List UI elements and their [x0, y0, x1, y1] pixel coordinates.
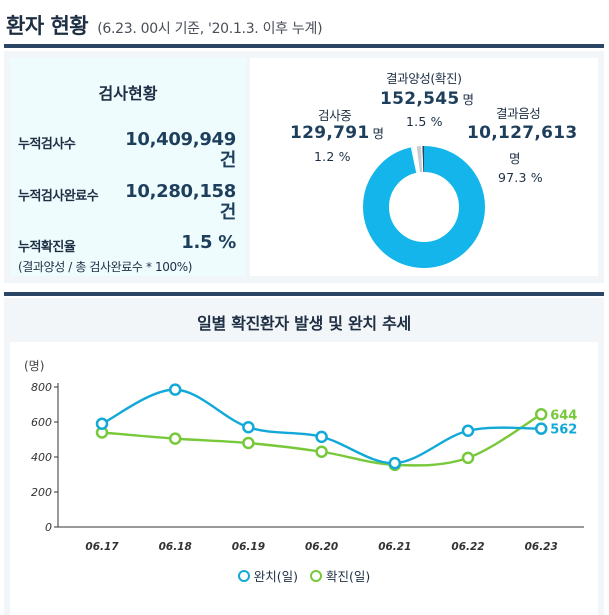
donut-pct-positive: 1.5 %: [406, 114, 443, 129]
x-tick-label: 06.19: [232, 541, 265, 553]
y-tick-label: 200: [31, 486, 52, 499]
y-tick-label: 400: [31, 451, 52, 464]
data-point-recovered[interactable]: [534, 422, 548, 435]
chart-title: 일별 확진환자 발생 및 완치 추세: [197, 314, 411, 333]
x-tick-label: 06.20: [305, 541, 338, 553]
donut-value-positive: 152,545 명: [380, 89, 475, 109]
donut-label-negative: 결과음성: [496, 106, 541, 121]
donut-unit-negative: 명: [509, 151, 521, 166]
x-tick-label: 06.18: [159, 541, 192, 553]
stat-label-positive-rate: 누적확진율: [18, 240, 76, 255]
stat-value-positive-rate: 1.5 %: [181, 232, 236, 253]
data-point-recovered[interactable]: [315, 430, 328, 444]
legend-item-recovered[interactable]: 완치(일): [237, 566, 298, 585]
stats-title: 검사현황: [98, 84, 158, 103]
stats-note: (결과양성 / 총 검사완료수 * 100%): [18, 260, 192, 274]
legend-marker-recovered-icon: [237, 569, 250, 582]
end-label-confirmed: 644: [550, 408, 577, 423]
y-axis-label: (명): [24, 359, 44, 373]
legend-item-confirmed[interactable]: 확진(일): [309, 566, 370, 585]
donut-pct-negative: 97.3 %: [498, 170, 543, 185]
stat-label-total-tests: 누적검사수: [18, 137, 76, 152]
page-subtitle: (6.23. 00시 기준, '20.1.3. 이후 누계): [97, 21, 323, 37]
donut-label-positive: 결과양성(확진): [386, 71, 462, 86]
donut-slice-negative: [363, 146, 485, 268]
data-point-confirmed[interactable]: [461, 451, 475, 465]
data-point-confirmed[interactable]: [242, 436, 255, 450]
page-title: 환자 현황: [6, 14, 89, 38]
test-stats-box: 검사현황 누적검사수 10,409,949 건 누적검사완료수 10,280,1…: [10, 58, 246, 276]
end-label-recovered: 562: [550, 423, 577, 438]
x-tick-label: 06.21: [378, 541, 411, 553]
stat-label-completed-tests: 누적검사완료수: [18, 189, 99, 204]
trend-chart-panel: 일별 확진환자 발생 및 완치 추세 (명) 0 200 400 600 800 06.17…: [4, 298, 604, 615]
data-point-confirmed[interactable]: [534, 408, 548, 421]
x-tick-label: 06.17: [85, 541, 119, 553]
y-tick-label: 0: [45, 521, 52, 534]
stat-value-total-tests: 10,409,949 건: [125, 129, 236, 171]
chart-divider: [4, 292, 604, 296]
data-point-recovered[interactable]: [461, 424, 475, 437]
data-point-recovered[interactable]: [168, 383, 182, 396]
legend-marker-confirmed-icon: [309, 569, 322, 582]
x-tick-label: 06.22: [451, 541, 484, 553]
data-point-confirmed[interactable]: [168, 432, 182, 445]
data-point-recovered[interactable]: [388, 456, 402, 470]
data-point-recovered[interactable]: [95, 417, 109, 430]
chart-legend: 완치(일) 확진(일): [10, 566, 598, 585]
donut-chart-box: 검사중 129,791 명 1.2 % 결과양성(확진) 152,545 명 1.5…: [250, 58, 598, 276]
donut-chart: [363, 146, 485, 268]
trend-line-chart: (명) 0 200 400 600 800 06.17 06.18 06.19 06.20 06.2…: [24, 359, 584, 553]
donut-value-negative: 10,127,613: [467, 123, 578, 143]
x-tick-label: 06.23: [525, 541, 558, 553]
data-point-recovered[interactable]: [242, 421, 255, 434]
y-tick-label: 800: [31, 381, 52, 394]
donut-separator: [421, 146, 424, 173]
stat-value-completed-tests: 10,280,158 건: [125, 181, 236, 223]
header-divider: [4, 44, 604, 48]
trend-chart-area: (명) 0 200 400 600 800 06.17 06.18 06.19 06.20 06.2…: [10, 342, 598, 615]
donut-value-testing: 129,791 명: [290, 123, 385, 143]
data-point-confirmed[interactable]: [315, 445, 328, 458]
donut-separator: [410, 147, 418, 173]
donut-label-testing: 검사중: [318, 108, 352, 123]
page-header: 환자 현황 (6.23. 00시 기준, '20.1.3. 이후 누계): [6, 10, 323, 40]
test-status-panel: 검사현황 누적검사수 10,409,949 건 누적검사완료수 10,280,1…: [4, 51, 604, 283]
donut-separator: [415, 146, 420, 173]
donut-pct-testing: 1.2 %: [314, 149, 351, 164]
y-tick-label: 600: [31, 416, 52, 429]
